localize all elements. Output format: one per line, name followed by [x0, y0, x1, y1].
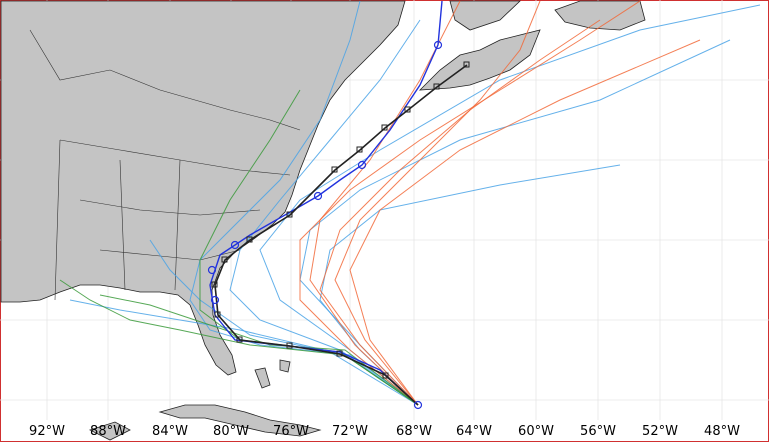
- longitude-labels: 92°W 88°W 84°W 80°W 76°W 72°W 68°W 64°W …: [29, 424, 740, 439]
- lon-label: 68°W: [396, 424, 432, 439]
- track-markers: [211, 61, 470, 379]
- land: [0, 0, 646, 441]
- lon-label: 76°W: [273, 424, 309, 439]
- lon-label: 56°W: [580, 424, 616, 439]
- lon-label: 64°W: [456, 424, 492, 439]
- lon-label: 80°W: [213, 424, 249, 439]
- main-track: [214, 64, 468, 406]
- blue-markers: [207, 40, 443, 410]
- lon-label: 48°W: [704, 424, 740, 439]
- lon-label: 84°W: [152, 424, 188, 439]
- lon-label: 92°W: [29, 424, 65, 439]
- lon-label: 60°W: [518, 424, 554, 439]
- borders: [29, 29, 301, 301]
- lon-label: 52°W: [642, 424, 678, 439]
- lon-label: 72°W: [332, 424, 368, 439]
- lon-label: 88°W: [90, 424, 126, 439]
- ensemble-tracks: [59, 0, 761, 406]
